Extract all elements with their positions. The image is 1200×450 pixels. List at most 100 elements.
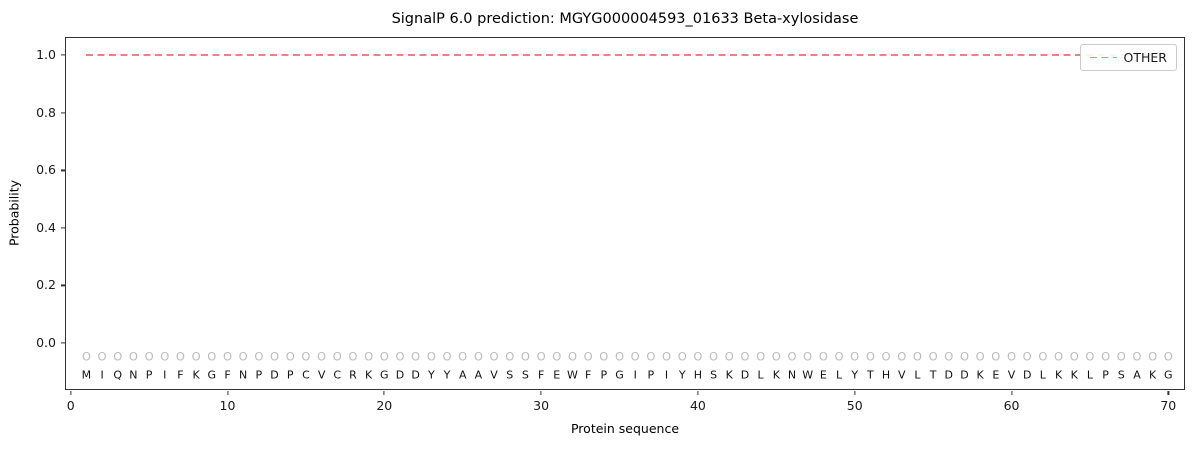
residue-letter: D — [395, 368, 405, 382]
residue-other-marker: O — [897, 349, 907, 364]
x-tick-mark — [697, 391, 699, 395]
residue-other-marker: O — [317, 349, 327, 364]
residue-other-marker: O — [301, 349, 311, 364]
x-tick-mark — [854, 391, 856, 395]
residue-letter: A — [458, 368, 467, 382]
x-tick-label: 70 — [1160, 397, 1177, 413]
residue-other-marker: O — [677, 349, 687, 364]
residue-letter: M — [81, 368, 92, 382]
residue-letter: E — [992, 368, 1000, 382]
residue-letter: F — [177, 368, 184, 382]
y-tick-mark — [61, 169, 65, 171]
y-axis-label: Probability — [6, 179, 22, 247]
residue-letter: Y — [443, 368, 451, 382]
residue-other-marker: O — [1163, 349, 1173, 364]
x-tick-mark — [226, 391, 229, 395]
residue-other-marker: O — [505, 349, 515, 364]
residue-letter: G — [207, 368, 217, 382]
residue-letter: F — [224, 368, 231, 382]
residue-letter: Y — [851, 368, 859, 382]
residue-other-marker: O — [724, 349, 734, 364]
residue-other-marker: O — [285, 349, 295, 364]
residue-other-marker: O — [959, 349, 969, 364]
residue-other-marker: O — [646, 349, 656, 364]
plot-area: OTHER 0.0 0.2 0.4 0.6 0.8 1.0 0 10 20 30 40 50 60 70 O… — [36, 37, 1185, 411]
x-tick-label: 0 — [66, 397, 75, 413]
residue-other-marker: O — [850, 349, 860, 364]
residue-other-marker: O — [1006, 349, 1017, 364]
residue-letter: P — [600, 368, 608, 382]
x-tick-label: 60 — [1003, 397, 1020, 413]
residue-other-marker: O — [332, 349, 342, 364]
residue-other-marker: O — [709, 349, 719, 364]
residue-other-marker: O — [97, 349, 107, 364]
residue-other-marker: O — [442, 349, 452, 364]
residue-letter: S — [506, 368, 514, 382]
residue-letter: P — [647, 368, 655, 382]
y-tick-label: 0.8 — [36, 104, 56, 120]
residue-letter: D — [1022, 368, 1032, 382]
legend: OTHER — [1079, 44, 1177, 71]
residue-letter: D — [270, 368, 279, 382]
residue-letter: K — [192, 368, 200, 382]
y-tick-label: 0.4 — [36, 219, 56, 235]
residue-letter: K — [1070, 368, 1078, 382]
residue-letter: K — [365, 368, 373, 382]
residue-letter: Y — [678, 368, 686, 382]
residue-other-marker: O — [834, 349, 844, 364]
residue-other-marker: O — [552, 349, 562, 364]
residue-other-marker: O — [191, 349, 201, 364]
residue-other-marker: O — [803, 349, 813, 364]
residue-other-marker: O — [473, 349, 483, 364]
residue-letter: V — [1007, 368, 1016, 382]
residue-other-marker: O — [787, 349, 797, 364]
residue-letter: K — [1054, 368, 1063, 382]
residue-letter: D — [411, 368, 420, 382]
legend-label-other: OTHER — [1123, 50, 1167, 65]
residue-letter: S — [710, 368, 718, 382]
residue-letter: V — [490, 368, 498, 382]
residue-letter: S — [521, 368, 529, 382]
residue-letter: Y — [427, 368, 435, 382]
residue-letter: K — [725, 368, 733, 382]
residue-other-marker: O — [1022, 349, 1032, 364]
residue-letter: D — [960, 368, 969, 382]
x-tick-mark — [70, 391, 72, 395]
y-tick-label: 0.2 — [36, 277, 56, 293]
residue-other-marker: O — [113, 349, 123, 364]
residue-letter: W — [567, 368, 578, 382]
y-tick-mark — [61, 227, 65, 229]
residue-other-marker: O — [944, 349, 954, 364]
residue-other-marker: O — [693, 349, 703, 364]
legend-dash-sample — [1089, 56, 1117, 59]
residue-letter: N — [787, 368, 797, 382]
residue-letter: G — [1164, 368, 1173, 382]
residue-letter: C — [302, 368, 310, 382]
x-tick-label: 50 — [846, 397, 863, 413]
residue-other-marker: O — [928, 349, 938, 364]
residue-letter: P — [286, 368, 294, 382]
residue-other-marker: O — [144, 349, 154, 364]
x-tick-label: 10 — [219, 397, 236, 413]
residue-letter: L — [835, 368, 843, 382]
x-tick-mark — [1010, 391, 1013, 395]
residue-letter: E — [819, 368, 827, 382]
residue-other-marker: O — [630, 349, 640, 364]
residue-other-marker: O — [254, 349, 264, 364]
residue-letter: T — [867, 368, 874, 382]
residue-other-marker: O — [583, 349, 593, 364]
residue-other-marker: O — [348, 349, 358, 364]
residue-letter: A — [474, 368, 483, 382]
residue-letter: E — [553, 368, 561, 382]
residue-other-marker: O — [975, 349, 985, 364]
residue-other-marker: O — [411, 349, 421, 364]
y-tick-mark — [61, 284, 65, 287]
residue-letter: I — [664, 368, 669, 382]
residue-other-marker: O — [270, 349, 280, 364]
residue-other-marker: O — [1085, 349, 1095, 364]
residue-letter: G — [615, 368, 624, 382]
residue-letter: A — [1133, 368, 1141, 382]
residue-other-marker: O — [160, 349, 170, 364]
residue-other-marker: O — [1148, 349, 1158, 364]
